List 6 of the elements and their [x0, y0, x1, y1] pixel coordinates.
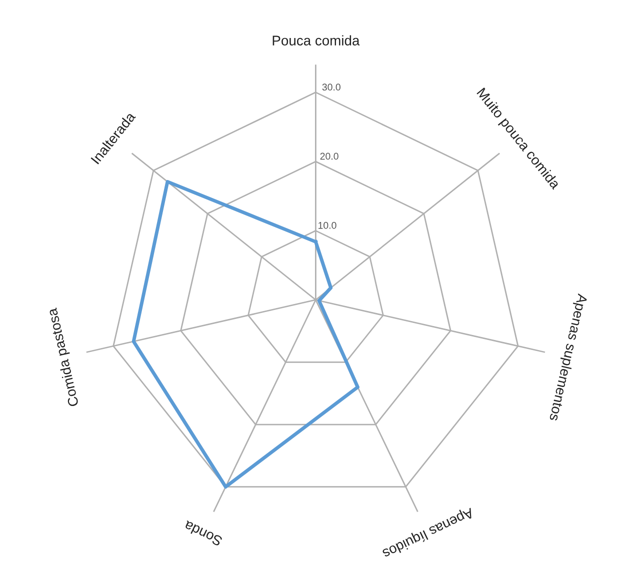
y-tick-label: 20.0 [320, 152, 338, 160]
y-tick-label: 30.0 [322, 84, 340, 91]
spoke-label: Apenas suplementos [546, 292, 588, 422]
spoke-label: Comida pastosa [46, 306, 82, 407]
y-tick-label: 10.0 [318, 222, 336, 229]
spoke-label: Pouca comida [272, 35, 360, 46]
